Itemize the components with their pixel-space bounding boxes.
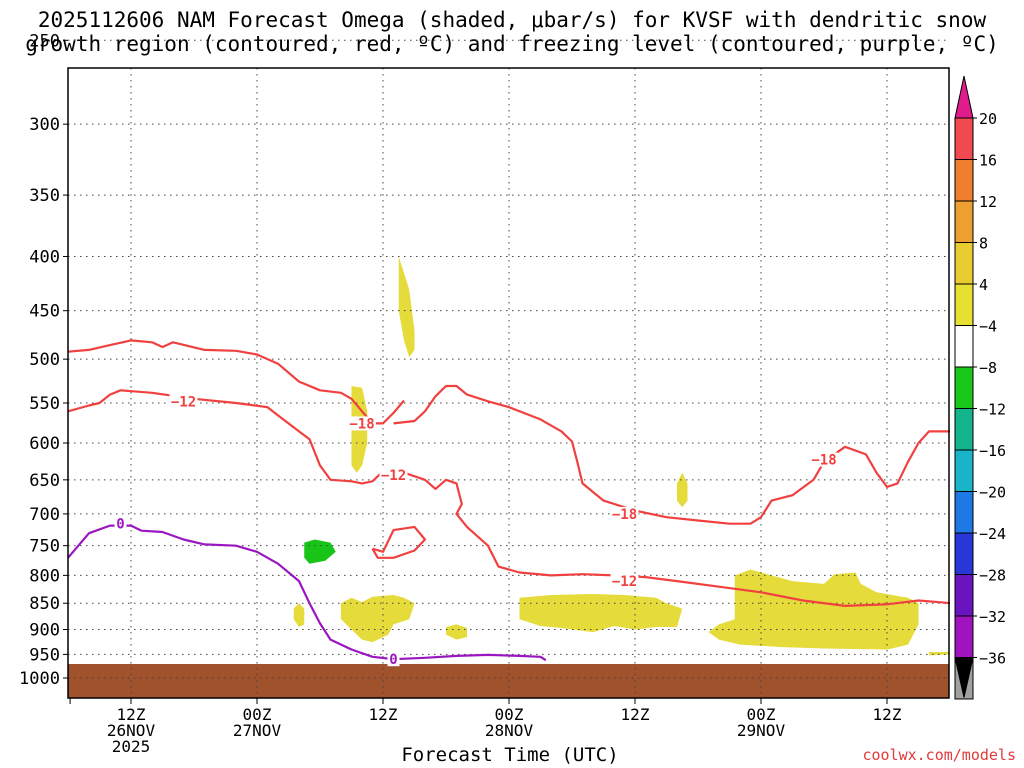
- y-tick-label: 750: [29, 537, 60, 557]
- y-tick-label: 450: [29, 302, 60, 322]
- contour-label: −12: [612, 574, 637, 590]
- y-tick-label: 650: [29, 471, 60, 491]
- contour-label: 0: [116, 517, 124, 533]
- colorbar-swatch: [954, 615, 974, 658]
- colorbar-label: 20: [979, 110, 997, 128]
- omega-neg-750: [304, 539, 336, 564]
- y-tick-label: 600: [29, 434, 60, 454]
- y-tick-label: 550: [29, 394, 60, 414]
- contour-label-bg: [379, 467, 408, 482]
- y-tick-label: 850: [29, 594, 60, 614]
- omega-pos-830: [708, 569, 919, 650]
- x-tick-label: 28NOV: [485, 721, 534, 740]
- y-tick-label: 1000: [19, 669, 60, 689]
- omega-pos-650: [677, 472, 688, 508]
- omega-pos-850c: [519, 593, 683, 633]
- colorbar-bottom-arrow: [954, 657, 974, 698]
- colorbar-swatch: [954, 449, 974, 492]
- colorbar-label: −4: [979, 318, 997, 336]
- x-tick-label: 12Z: [117, 705, 146, 724]
- colorbar-swatch: [954, 242, 974, 285]
- colorbar-swatch: [954, 574, 974, 617]
- colorbar-label: −28: [979, 567, 1006, 585]
- y-tick-label: 250: [29, 31, 60, 51]
- colorbar-swatch: [954, 325, 974, 368]
- contour-label-bg: [610, 574, 639, 589]
- x-tick-label: 00Z: [243, 705, 272, 724]
- contour-minus12-loop: [371, 525, 427, 559]
- contour-label: −18: [349, 416, 374, 432]
- colorbar-swatch: [954, 532, 974, 575]
- colorbar-label: −24: [979, 525, 1006, 543]
- y-tick-label: 900: [29, 621, 60, 641]
- y-tick-label: 350: [29, 186, 60, 206]
- x-tick-label: 2025: [112, 737, 151, 756]
- colorbar-label: −32: [979, 608, 1006, 626]
- omega-pos-850a: [293, 603, 305, 627]
- colorbar-top-arrow: [954, 75, 974, 119]
- colorbar-label: 4: [979, 276, 988, 294]
- x-tick-label: 12Z: [369, 705, 398, 724]
- omega-pos-400: [398, 256, 415, 358]
- colorbar: 20 16 12 8 4 −4 −8 −12 −16 −20 −24 −28 −32 −36: [954, 75, 1006, 700]
- contour-label-bg: [387, 652, 400, 667]
- colorbar-label: −8: [979, 359, 997, 377]
- site-credit: coolwx.com/models: [862, 746, 1016, 764]
- y-tick-label: 300: [29, 115, 60, 135]
- y-tick-label: 950: [29, 645, 60, 665]
- colorbar-label: −36: [979, 650, 1006, 668]
- y-axis: 250 300 350 400 450 500 550 600 650 700 750 800 850 9…: [19, 31, 68, 689]
- colorbar-swatch: [954, 366, 974, 409]
- x-tick-label: 12Z: [873, 705, 902, 724]
- x-tick-label: 00Z: [495, 705, 524, 724]
- x-tick-label: 26NOV: [107, 721, 156, 740]
- x-axis-label: Forecast Time (UTC): [401, 744, 619, 766]
- x-tick-label: 29NOV: [737, 721, 786, 740]
- colorbar-swatch: [954, 159, 974, 202]
- x-tick-label: 12Z: [621, 705, 650, 724]
- colorbar-label: −20: [979, 484, 1006, 502]
- chart-title-line2: growth region (contoured, red, ºC) and f…: [25, 32, 999, 56]
- colorbar-swatch: [954, 408, 974, 451]
- contour-label: −18: [612, 507, 637, 523]
- y-tick-label: 400: [29, 248, 60, 268]
- x-tick-label: 00Z: [747, 705, 776, 724]
- chart-title-line1: 2025112606 NAM Forecast Omega (shaded, μ…: [37, 8, 987, 32]
- contour-minus12: [67, 389, 951, 607]
- contour-freezing: [67, 524, 547, 662]
- contour-label-bg: [810, 452, 838, 467]
- colorbar-swatch: [954, 491, 974, 534]
- colorbar-label: 8: [979, 235, 988, 253]
- colorbar-label: −12: [979, 401, 1006, 419]
- x-tick-label: 27NOV: [233, 721, 282, 740]
- y-tick-label: 700: [29, 505, 60, 525]
- colorbar-label: −16: [979, 442, 1006, 460]
- y-tick-label: 800: [29, 566, 60, 586]
- omega-shading-layer: [293, 256, 950, 656]
- omega-pos-850b: [341, 595, 415, 643]
- contour-label-bg: [114, 516, 127, 531]
- colorbar-label: 12: [979, 193, 997, 211]
- colorbar-swatch: [954, 283, 974, 326]
- y-tick-label: 500: [29, 350, 60, 370]
- contour-label: −12: [381, 468, 406, 484]
- contour-minus18-mid: [393, 384, 950, 525]
- contour-label-bg: [348, 416, 376, 431]
- colorbar-label: 16: [979, 152, 997, 170]
- contour-label-layer: −12 −18 −12 −18 −12 −18 0 0: [114, 394, 838, 668]
- colorbar-swatch: [954, 117, 974, 160]
- contour-label-bg: [610, 506, 639, 521]
- contour-label: −18: [811, 453, 836, 469]
- contour-label: 0: [389, 652, 397, 668]
- colorbar-swatch: [954, 200, 974, 243]
- contour-label: −12: [171, 394, 196, 410]
- omega-pos-900: [446, 624, 467, 640]
- contour-label-bg: [169, 394, 198, 409]
